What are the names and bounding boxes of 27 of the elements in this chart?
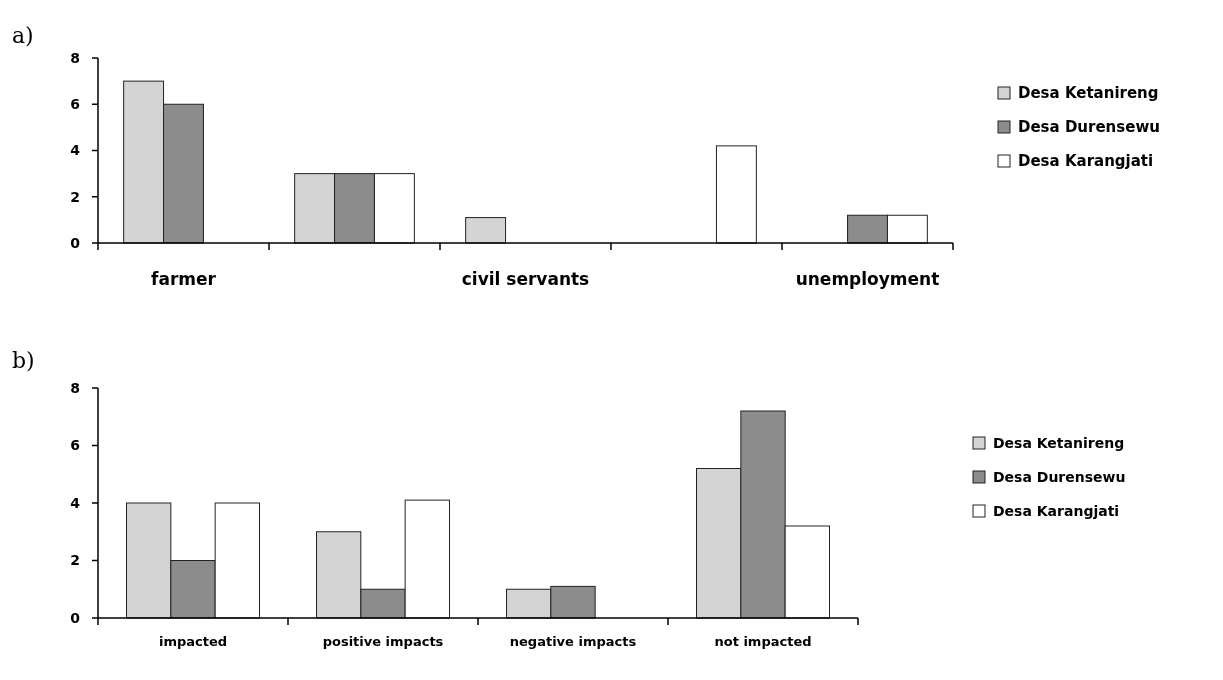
y-tick-label: 8 [70,379,80,396]
y-tick-label: 6 [70,437,80,454]
y-tick-label: 2 [70,188,80,205]
chart-title: b) [12,348,35,373]
y-tick-label: 8 [70,49,80,66]
y-tick-label: 6 [70,96,80,113]
x-tick-label: farmer [151,269,217,289]
x-tick-label: positive impacts [322,634,444,649]
chart-title: a) [12,23,34,48]
x-tick-label: civil servants [461,269,590,289]
legend-label: Desa Durensewu [1018,118,1160,137]
legend-label: Desa Karangjati [1018,152,1154,171]
legend-label: Desa Ketanireng [993,434,1125,451]
x-tick-label: negative impacts [509,634,637,649]
legend-label: Desa Ketanireng [1018,84,1159,103]
legend-label: Desa Karangjati [993,502,1120,519]
y-tick-label: 0 [70,609,81,626]
x-tick-label: impacted [158,634,228,649]
legend-label: Desa Durensewu [993,468,1126,485]
x-tick-label: not impacted [714,634,812,649]
y-tick-label: 2 [70,552,80,569]
x-tick-label: unemployment [795,269,940,289]
y-tick-label: 4 [70,142,81,159]
y-tick-label: 4 [70,494,81,511]
bar [715,145,757,244]
y-tick-label: 0 [70,234,81,251]
bar [465,217,507,244]
